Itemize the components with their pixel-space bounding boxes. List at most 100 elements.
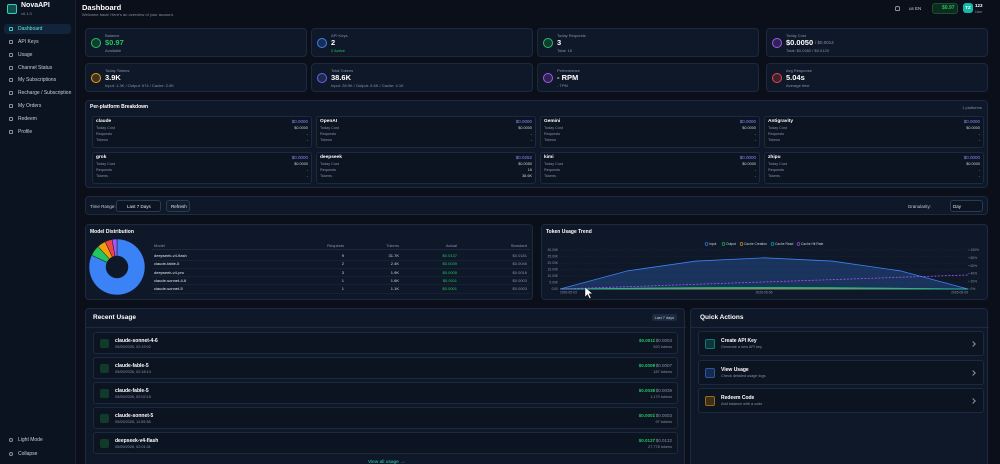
nav-item[interactable]: Redeem [4, 114, 71, 124]
nav-item[interactable]: My Subscriptions [4, 75, 71, 85]
usage-item[interactable]: claude-sonnet-4-6 05/09/2026, 02:19:02 / $… [93, 332, 678, 354]
quick-action[interactable]: Redeem Code Add balance with a code [698, 388, 984, 413]
token-trend-panel: Token Usage Trend [541, 224, 988, 300]
platform-row-label: Tokens [768, 174, 781, 178]
platform-row-label: Requests [320, 132, 337, 136]
platform-row-value: - [978, 138, 980, 142]
platform-count: 1 platforms [962, 105, 982, 110]
panel-title: Token Usage Trend [546, 229, 592, 235]
nav-item[interactable]: API Keys [4, 37, 71, 47]
model-standard: $0.0003 [512, 277, 527, 283]
platform-row-label: Today Cost [96, 126, 115, 130]
stat-value: 3 [557, 38, 562, 47]
stat-card: Today Tokens 3.9K Input: 1.3K / Output: 57… [85, 63, 307, 92]
nav-item[interactable]: My Orders [4, 101, 71, 111]
balance-pill[interactable] [932, 3, 958, 14]
stat-label: Performance [557, 68, 580, 73]
usage-actual: $0.0009 [638, 363, 655, 368]
usage-icon [100, 389, 109, 398]
nav-label: Dashboard [18, 26, 43, 32]
granularity-select[interactable] [950, 200, 983, 212]
nav-label: Profile [18, 129, 33, 135]
model-name: deepseek-v4-pro [154, 269, 185, 275]
title-divider [691, 327, 989, 328]
nav-item[interactable]: Usage [4, 50, 71, 60]
model-actual: $0.0039 [442, 261, 457, 267]
platform-row-value: $0.0000 [966, 162, 980, 166]
platform-row-value: $0.0000 [742, 126, 756, 130]
platform-name: grok [96, 155, 107, 160]
quick-action[interactable]: Create API Key Generate a new API key [698, 331, 984, 356]
nav-item[interactable]: Recharge / Subscription [4, 88, 71, 98]
notification-bell[interactable] [895, 6, 900, 11]
stat-card: Total Tokens 38.6K Input: 28.9K / Output: … [311, 63, 533, 92]
brand-name: NovaAPI [21, 2, 50, 9]
usage-item[interactable]: claude-fable-5 05/09/2026, 02:02:15 / $0.0… [93, 382, 678, 404]
stat-icon [772, 38, 782, 48]
usage-time: 05/09/2026, 02:18:14 [115, 370, 151, 374]
model-requests: 1 [341, 286, 344, 292]
nav-label: Recharge / Subscription [18, 90, 72, 96]
stat-value: $0.0050 [786, 38, 814, 47]
view-all-link[interactable]: View all usage → [368, 460, 405, 464]
platform-name: kimi [544, 155, 554, 160]
avatar[interactable]: TZ [963, 3, 973, 13]
time-range-select[interactable] [116, 200, 161, 212]
refresh-button[interactable] [166, 200, 190, 212]
model-tokens: 2.4K [390, 261, 399, 267]
platform-row-label: Requests [96, 132, 113, 136]
nav-label: Usage [18, 52, 33, 58]
usage-tokens: 520 tokens [653, 345, 672, 349]
platform-row-label: Tokens [544, 138, 557, 142]
stat-sub: 2 Active [331, 48, 346, 53]
platform-row-value: - [530, 138, 532, 142]
platform-row-value: - [306, 168, 308, 172]
table-header-line [152, 249, 530, 250]
donut-slice [88, 238, 146, 296]
username: 123 [975, 3, 983, 8]
range-badge: Last 7 days [651, 314, 677, 321]
sidebar-footer-item[interactable]: Light Mode [4, 435, 71, 445]
nav-item[interactable]: Dashboard [4, 24, 71, 34]
usage-standard: / $0.0039 [653, 388, 672, 393]
usage-item[interactable]: claude-sonnet-5 05/09/2026, 11:59:38 / $0.… [93, 407, 678, 429]
platform-cost: $0.0252 [515, 155, 532, 160]
model-tokens: 31.7K [388, 253, 399, 258]
platform-row-label: Tokens [96, 138, 109, 142]
model-actual: $0.0011 [442, 277, 457, 283]
nav-item[interactable]: Profile [4, 127, 71, 137]
quick-action[interactable]: View Usage Check detailed usage logs [698, 359, 984, 385]
nav-icon [9, 66, 13, 70]
table-header: Tokens [386, 243, 399, 248]
platform-row-label: Tokens [544, 174, 557, 178]
nav-icon [9, 53, 13, 57]
platform-cost: $0.0000 [963, 119, 980, 124]
usage-standard: / $0.0132 [653, 438, 672, 443]
platform-row-label: Today Cost [544, 162, 563, 166]
platform-row-value: $0.0000 [518, 126, 532, 130]
stat-icon [543, 38, 553, 48]
row-line [152, 292, 530, 294]
action-chevron [970, 369, 976, 376]
platform-row-value: - [754, 168, 756, 172]
platform-row-value: $0.0050 [518, 162, 532, 166]
action-title: Redeem Code [721, 395, 755, 401]
action-icon [705, 396, 715, 406]
platform-cost: $0.0000 [515, 119, 532, 124]
usage-item[interactable]: claude-fable-5 05/09/2026, 02:18:14 / $0.0… [93, 357, 678, 379]
platform-row-label: Tokens [96, 174, 109, 178]
sidebar-footer-item[interactable]: Collapse [4, 449, 71, 459]
model-requests: 2 [341, 261, 344, 267]
platform-row-label: Today Cost [544, 126, 563, 130]
nav-item[interactable]: Channel Status [4, 63, 71, 73]
platform-row-label: Requests [768, 132, 785, 136]
time-range-label: Time Range: [90, 204, 116, 209]
usage-item[interactable]: deepseek-v4-flash 05/09/2026, 02:01:31 / $… [93, 432, 678, 454]
stat-icon [317, 38, 327, 48]
usage-standard: / $0.0007 [653, 363, 672, 368]
time-range-value: Last 7 Days [127, 204, 151, 209]
usage-icon [100, 364, 109, 373]
language-switch[interactable]: us EN [909, 6, 922, 11]
refresh-label: Refresh [171, 204, 187, 209]
